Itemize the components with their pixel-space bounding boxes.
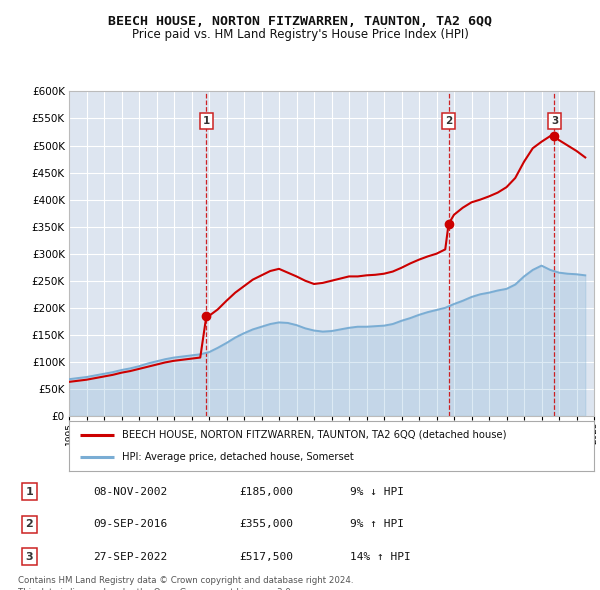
Text: HPI: Average price, detached house, Somerset: HPI: Average price, detached house, Some… bbox=[121, 452, 353, 462]
Text: 9% ↑ HPI: 9% ↑ HPI bbox=[350, 519, 404, 529]
Text: 9% ↓ HPI: 9% ↓ HPI bbox=[350, 487, 404, 497]
Text: BEECH HOUSE, NORTON FITZWARREN, TAUNTON, TA2 6QQ (detached house): BEECH HOUSE, NORTON FITZWARREN, TAUNTON,… bbox=[121, 430, 506, 440]
Text: Price paid vs. HM Land Registry's House Price Index (HPI): Price paid vs. HM Land Registry's House … bbox=[131, 28, 469, 41]
Text: Contains HM Land Registry data © Crown copyright and database right 2024.: Contains HM Land Registry data © Crown c… bbox=[18, 576, 353, 585]
Text: This data is licensed under the Open Government Licence v3.0.: This data is licensed under the Open Gov… bbox=[18, 588, 293, 590]
Text: £517,500: £517,500 bbox=[239, 552, 293, 562]
Text: 27-SEP-2022: 27-SEP-2022 bbox=[94, 552, 168, 562]
Text: 2: 2 bbox=[26, 519, 34, 529]
Text: £185,000: £185,000 bbox=[239, 487, 293, 497]
Text: 3: 3 bbox=[551, 116, 558, 126]
Text: 1: 1 bbox=[26, 487, 34, 497]
Text: 14% ↑ HPI: 14% ↑ HPI bbox=[350, 552, 410, 562]
Text: 2: 2 bbox=[445, 116, 452, 126]
Text: 09-SEP-2016: 09-SEP-2016 bbox=[94, 519, 168, 529]
Text: £355,000: £355,000 bbox=[239, 519, 293, 529]
Text: 1: 1 bbox=[203, 116, 210, 126]
Text: 08-NOV-2002: 08-NOV-2002 bbox=[94, 487, 168, 497]
Text: 3: 3 bbox=[26, 552, 33, 562]
Text: BEECH HOUSE, NORTON FITZWARREN, TAUNTON, TA2 6QQ: BEECH HOUSE, NORTON FITZWARREN, TAUNTON,… bbox=[108, 15, 492, 28]
